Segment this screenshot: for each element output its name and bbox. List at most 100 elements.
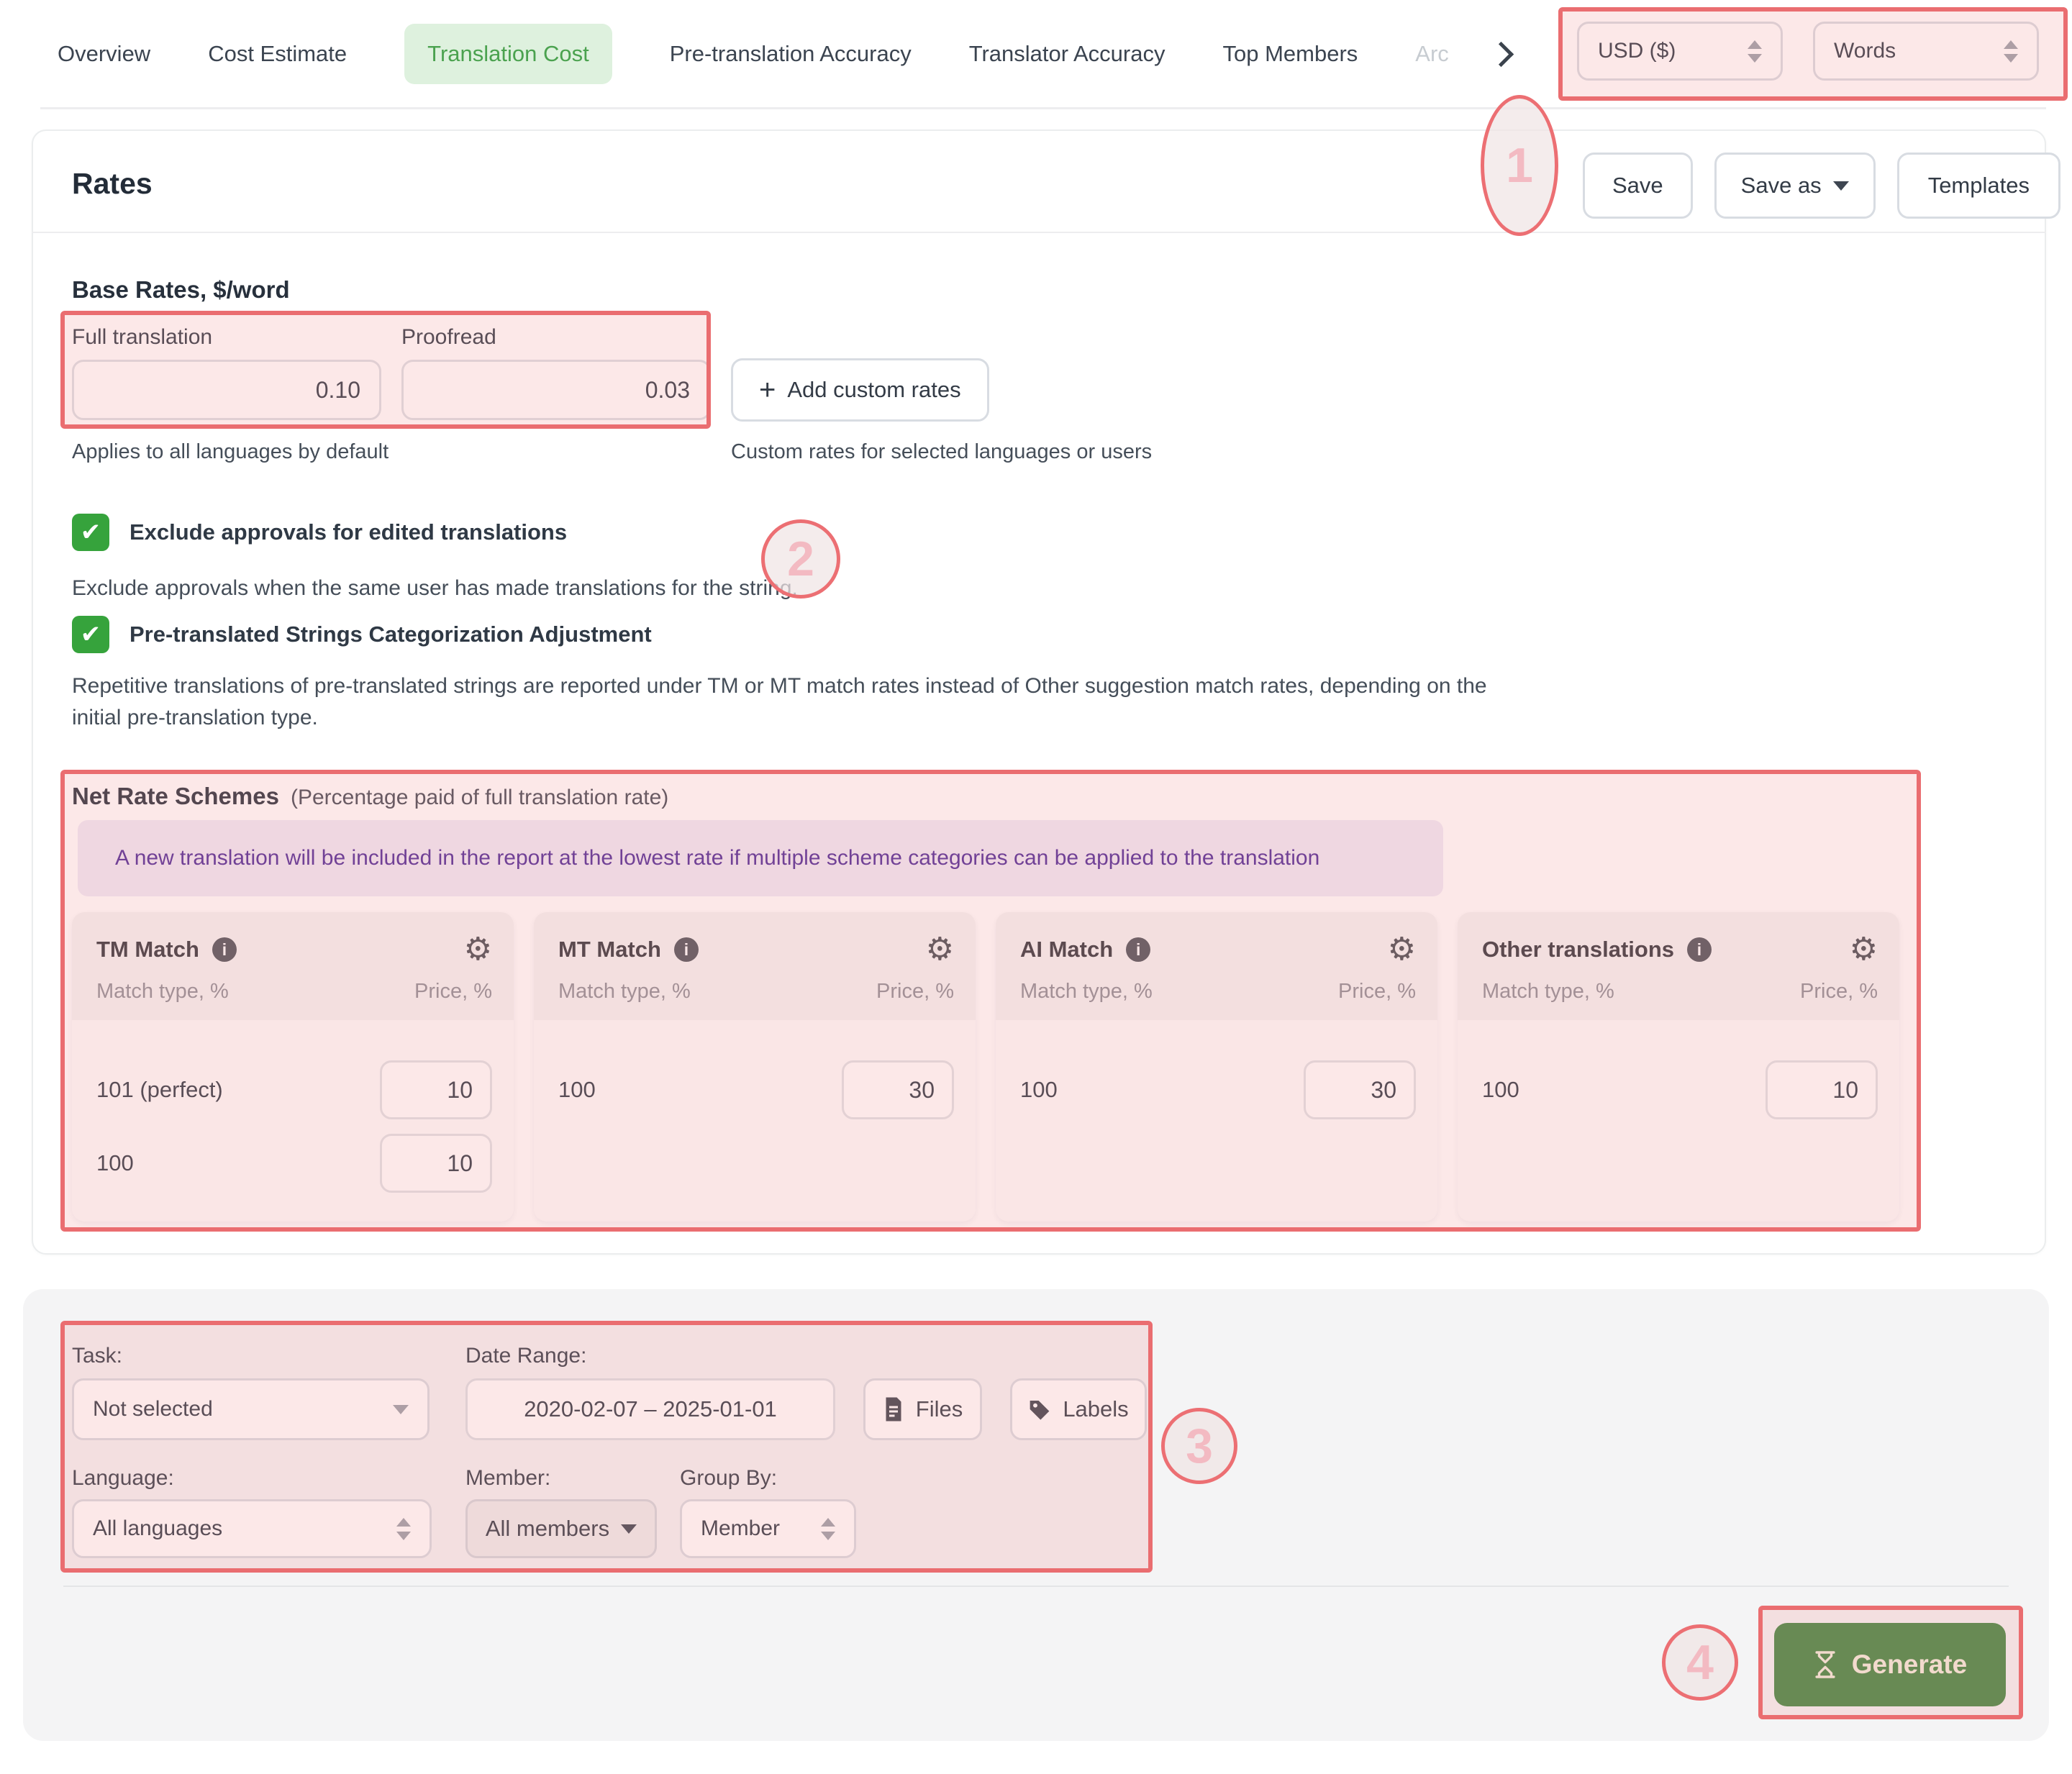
file-icon [883,1396,904,1422]
table-row: 100 10 [96,1132,492,1194]
date-range-label: Date Range: [465,1344,587,1368]
save-as-button[interactable]: Save as [1714,153,1876,219]
task-select[interactable]: Not selected [72,1378,430,1440]
price-input[interactable]: 10 [1766,1060,1878,1119]
net-rate-schemes-heading: Net Rate Schemes (Percentage paid of ful… [72,783,668,810]
unit-select-value: Words [1834,39,1896,63]
table-row: 100 10 [1482,1059,1878,1121]
currency-select[interactable]: USD ($) [1577,22,1783,81]
ai-match-title: AI Match [1020,937,1114,962]
full-translation-label: Full translation [72,325,213,349]
ai-match-card: AI Match i ⚙ Match type, % Price, % 100 … [996,912,1437,1222]
task-label: Task: [72,1344,123,1368]
table-row: 100 30 [1020,1059,1416,1121]
match-type-column-label: Match type, % [1020,980,1153,1003]
caret-down-icon [621,1524,637,1534]
hourglass-icon [1813,1650,1837,1680]
tab-overview[interactable]: Overview [58,41,151,66]
rates-title: Rates [72,167,153,200]
lowest-rate-notice: A new translation will be included in th… [78,820,1443,896]
rates-header-divider [32,232,2046,233]
mt-match-card-header: MT Match i ⚙ Match type, % Price, % [534,912,976,1020]
add-custom-rates-button[interactable]: + Add custom rates [731,358,989,422]
ai-match-card-header: AI Match i ⚙ Match type, % Price, % [996,912,1437,1020]
report-tabs: Overview Cost Estimate Translation Cost … [0,0,2072,108]
updown-arrows-icon [2004,40,2018,63]
tag-icon [1028,1398,1051,1421]
pretranslated-adjustment-description: Repetitive translations of pre-translate… [72,674,1487,729]
tm-match-rows: 101 (perfect) 10 100 10 [72,1020,514,1194]
caret-down-icon [1832,181,1849,191]
generate-button[interactable]: Generate [1774,1623,2006,1706]
task-select-value: Not selected [93,1397,213,1421]
exclude-approvals-label: Exclude approvals for edited translation… [130,519,568,545]
info-icon[interactable]: i [1126,937,1151,962]
checkmark-icon: ✔ [80,519,101,546]
net-rate-schemes-subtitle: (Percentage paid of full translation rat… [290,786,669,809]
info-icon[interactable]: i [212,937,237,962]
checkmark-icon: ✔ [80,621,101,648]
gear-icon[interactable]: ⚙ [463,932,492,967]
info-icon[interactable]: i [673,937,699,962]
tab-translation-cost[interactable]: Translation Cost [404,24,612,84]
net-rate-schemes-title: Net Rate Schemes [72,783,279,809]
group-by-label: Group By: [680,1466,778,1490]
other-translations-card-header: Other translations i ⚙ Match type, % Pri… [1458,912,1899,1020]
group-by-select-value: Member [701,1516,781,1540]
mt-match-card: MT Match i ⚙ Match type, % Price, % 100 … [534,912,976,1222]
proofread-label: Proofread [401,325,496,349]
language-select-value: All languages [93,1516,223,1540]
match-type-column-label: Match type, % [96,980,229,1003]
base-rates-heading: Base Rates, $/word [72,276,290,303]
unit-select[interactable]: Words [1813,22,2039,81]
other-translations-title: Other translations [1482,937,1674,962]
proofread-input[interactable]: 0.03 [401,360,711,420]
language-select[interactable]: All languages [72,1499,432,1558]
match-type-column-label: Match type, % [1482,980,1614,1003]
date-range-input[interactable]: 2020-02-07 – 2025-01-01 [465,1378,835,1440]
language-label: Language: [72,1466,174,1490]
exclude-approvals-description: Exclude approvals when the same user has… [72,576,798,600]
member-select[interactable]: All members [465,1499,657,1558]
other-translations-rows: 100 10 [1458,1020,1899,1121]
full-translation-input[interactable]: 0.10 [72,360,381,420]
table-row: 100 30 [558,1059,954,1121]
tm-match-card-header: TM Match i ⚙ Match type, % Price, % [72,912,514,1020]
pretranslated-adjustment-checkbox[interactable]: ✔ [72,616,109,653]
files-button[interactable]: Files [863,1378,982,1440]
base-rates-note: Applies to all languages by default [72,440,389,463]
updown-arrows-icon [396,1517,411,1540]
tab-archive-truncated[interactable]: Arc [1415,41,1449,66]
tab-pre-translation-accuracy[interactable]: Pre-translation Accuracy [669,41,912,66]
group-by-select[interactable]: Member [680,1499,856,1558]
tabs-overflow-chevron-icon[interactable] [1488,41,1514,67]
member-label: Member: [465,1466,551,1490]
price-input[interactable]: 30 [842,1060,954,1119]
price-input[interactable]: 30 [1304,1060,1416,1119]
labels-button[interactable]: Labels [1010,1378,1147,1440]
panel-divider [63,1586,2009,1587]
price-column-label: Price, % [876,980,954,1003]
gear-icon[interactable]: ⚙ [1849,932,1878,967]
caret-down-icon [393,1404,409,1414]
plus-icon: + [759,374,776,406]
gear-icon[interactable]: ⚙ [1387,932,1416,967]
templates-button[interactable]: Templates [1896,153,2060,219]
price-input[interactable]: 10 [380,1134,492,1193]
custom-rates-note: Custom rates for selected languages or u… [731,440,1153,463]
rates-actions: Save Save as Templates [1583,153,2060,219]
tab-translator-accuracy[interactable]: Translator Accuracy [968,41,1166,66]
exclude-approvals-checkbox[interactable]: ✔ [72,514,109,551]
save-button[interactable]: Save [1583,153,1693,219]
gear-icon[interactable]: ⚙ [925,932,954,967]
updown-arrows-icon [821,1517,835,1540]
updown-arrows-icon [1748,40,1762,63]
price-input[interactable]: 10 [380,1060,492,1119]
price-column-label: Price, % [414,980,492,1003]
match-type-column-label: Match type, % [558,980,691,1003]
tab-cost-estimate[interactable]: Cost Estimate [208,41,347,66]
info-icon[interactable]: i [1687,937,1712,962]
price-column-label: Price, % [1338,980,1416,1003]
price-column-label: Price, % [1800,980,1878,1003]
tab-top-members[interactable]: Top Members [1222,41,1358,66]
